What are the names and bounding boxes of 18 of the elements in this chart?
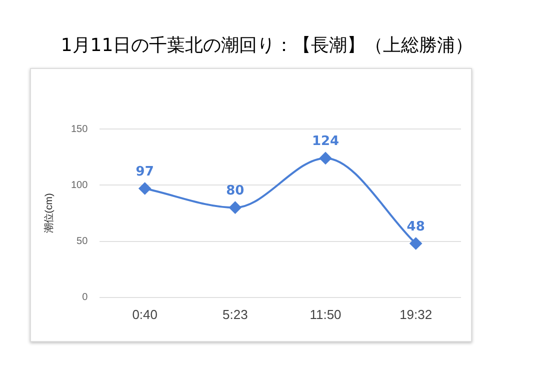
point (138, 182, 151, 194)
y-axis-title: 潮位(cm) (42, 193, 55, 234)
point (229, 202, 242, 214)
data-label: 124 (312, 134, 340, 150)
y-tick-label: 100 (70, 180, 88, 191)
x-tick-label: 0:40 (132, 306, 158, 322)
x-tick-label: 11:50 (310, 306, 342, 322)
y-tick-label: 50 (76, 236, 88, 248)
point (410, 238, 422, 250)
chart-title: 1月11日の千葉北の潮回り：【長潮】（上総勝浦） (60, 34, 474, 57)
point (320, 152, 332, 164)
x-tick-label: 19:32 (400, 306, 432, 322)
y-tick-label: 150 (70, 124, 88, 135)
data-label: 97 (136, 164, 154, 180)
data-label: 48 (406, 219, 425, 234)
x-tick-label: 5:23 (222, 306, 248, 322)
y-tick-label: 0 (82, 292, 88, 304)
data-label: 80 (226, 183, 244, 198)
